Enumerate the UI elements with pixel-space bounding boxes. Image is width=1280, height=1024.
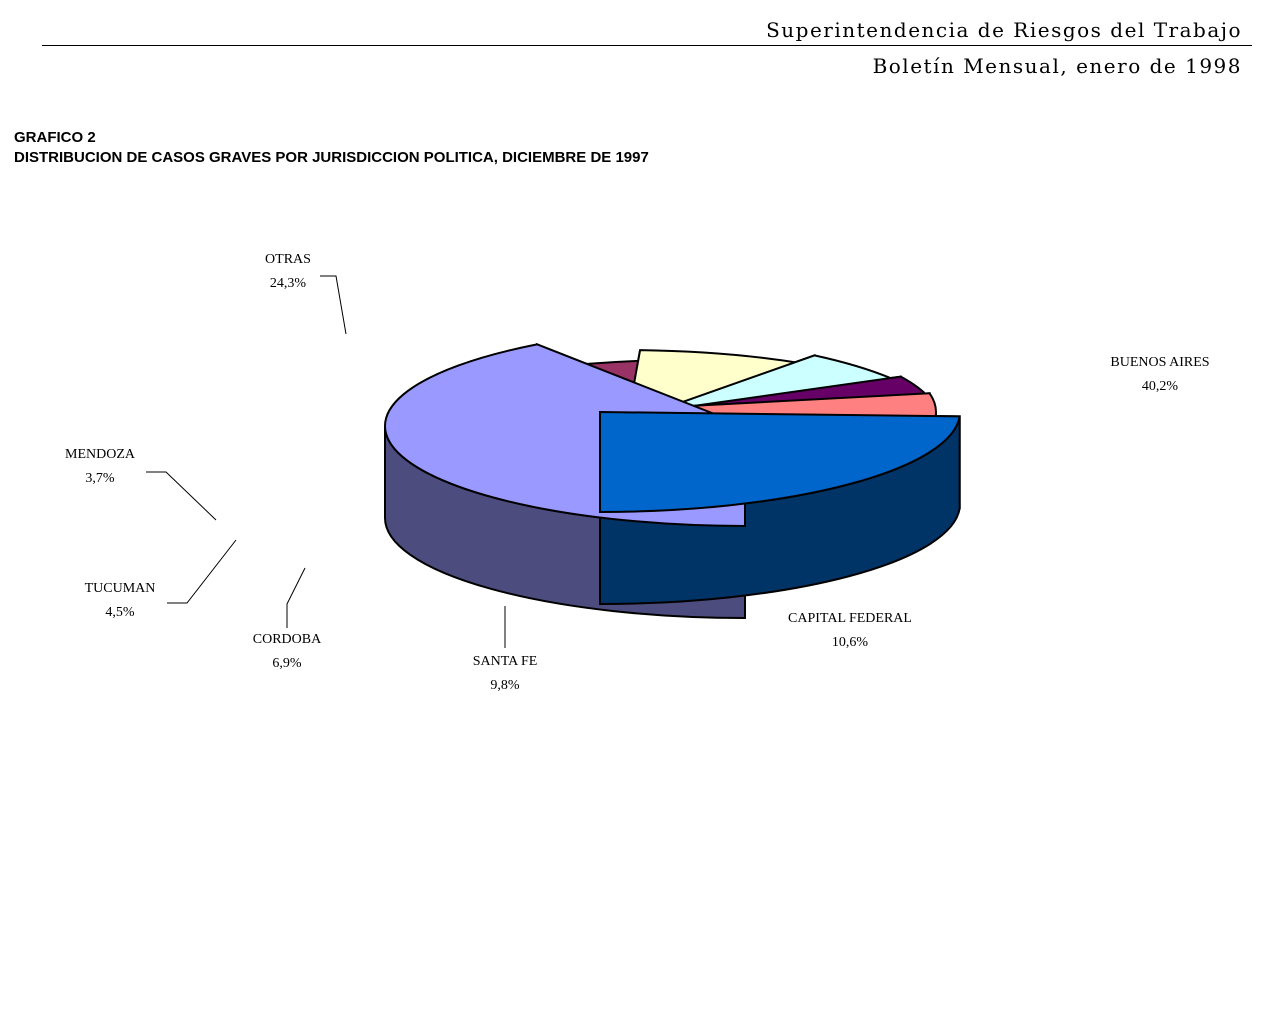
chart-number: GRAFICO 2 <box>14 129 96 146</box>
pie-tops <box>384 343 961 528</box>
leader-line-mendoza <box>146 471 217 521</box>
header-divider <box>42 45 1252 46</box>
label-value-otras: 24,3% <box>270 276 307 291</box>
label-value-mendoza: 3,7% <box>85 471 115 486</box>
organization-name: Superintendencia de Riesgos del Trabajo <box>766 18 1242 42</box>
leader-line-tucuman <box>167 539 237 604</box>
chart-title: DISTRIBUCION DE CASOS GRAVES POR JURISDI… <box>14 149 649 166</box>
leader-line-cordoba <box>286 567 306 628</box>
label-value-cordoba: 6,9% <box>272 656 302 671</box>
label-name-buenos-aires: BUENOS AIRES <box>1110 355 1209 370</box>
label-name-mendoza: MENDOZA <box>65 447 136 462</box>
label-value-tucuman: 4,5% <box>105 605 135 620</box>
label-value-buenos-aires: 40,2% <box>1142 379 1179 394</box>
slice-labels: BUENOS AIRES 40,2% CAPITAL FEDERAL 10,6% SAN… <box>65 252 1210 693</box>
slice-otras <box>599 410 961 514</box>
label-name-otras: OTRAS <box>265 252 311 267</box>
label-name-capital-federal: CAPITAL FEDERAL <box>788 611 912 626</box>
leader-line-otras <box>320 275 347 335</box>
label-value-capital-federal: 10,6% <box>832 635 869 650</box>
label-value-santa-fe: 9,8% <box>490 678 520 693</box>
label-name-cordoba: CORDOBA <box>253 632 322 647</box>
label-name-tucuman: TUCUMAN <box>85 581 156 596</box>
bulletin-name: Boletín Mensual, enero de 1998 <box>872 54 1242 78</box>
label-name-santa-fe: SANTA FE <box>473 654 538 669</box>
chart-heading: GRAFICO 2 DISTRIBUCION DE CASOS GRAVES P… <box>14 128 649 168</box>
